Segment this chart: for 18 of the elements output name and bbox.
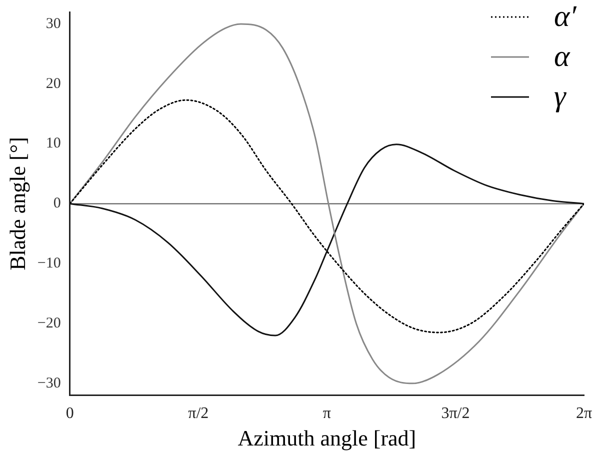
x-tick-label: 0 — [66, 405, 74, 422]
x-tick-label: 3π/2 — [441, 405, 470, 422]
y-tick-label: −10 — [37, 256, 61, 272]
y-tick-label: 0 — [53, 196, 61, 212]
y-tick-label: 10 — [46, 136, 61, 152]
x-axis-title: Azimuth angle [rad] — [238, 426, 416, 451]
y-axis-title: Blade angle [°] — [4, 136, 30, 270]
y-tick-label: −20 — [37, 315, 61, 332]
legend-label: γ — [554, 80, 568, 114]
line-series — [70, 144, 584, 336]
x-tick-label: π — [322, 405, 331, 422]
legend-label: α — [554, 40, 572, 74]
legend-label: α′ — [554, 0, 578, 34]
x-tick-label: π/2 — [188, 405, 209, 422]
y-tick-label: 20 — [46, 76, 61, 92]
y-tick-label: 30 — [46, 16, 61, 32]
y-tick-label: −30 — [37, 375, 61, 392]
x-tick-label: 2π — [576, 405, 592, 422]
